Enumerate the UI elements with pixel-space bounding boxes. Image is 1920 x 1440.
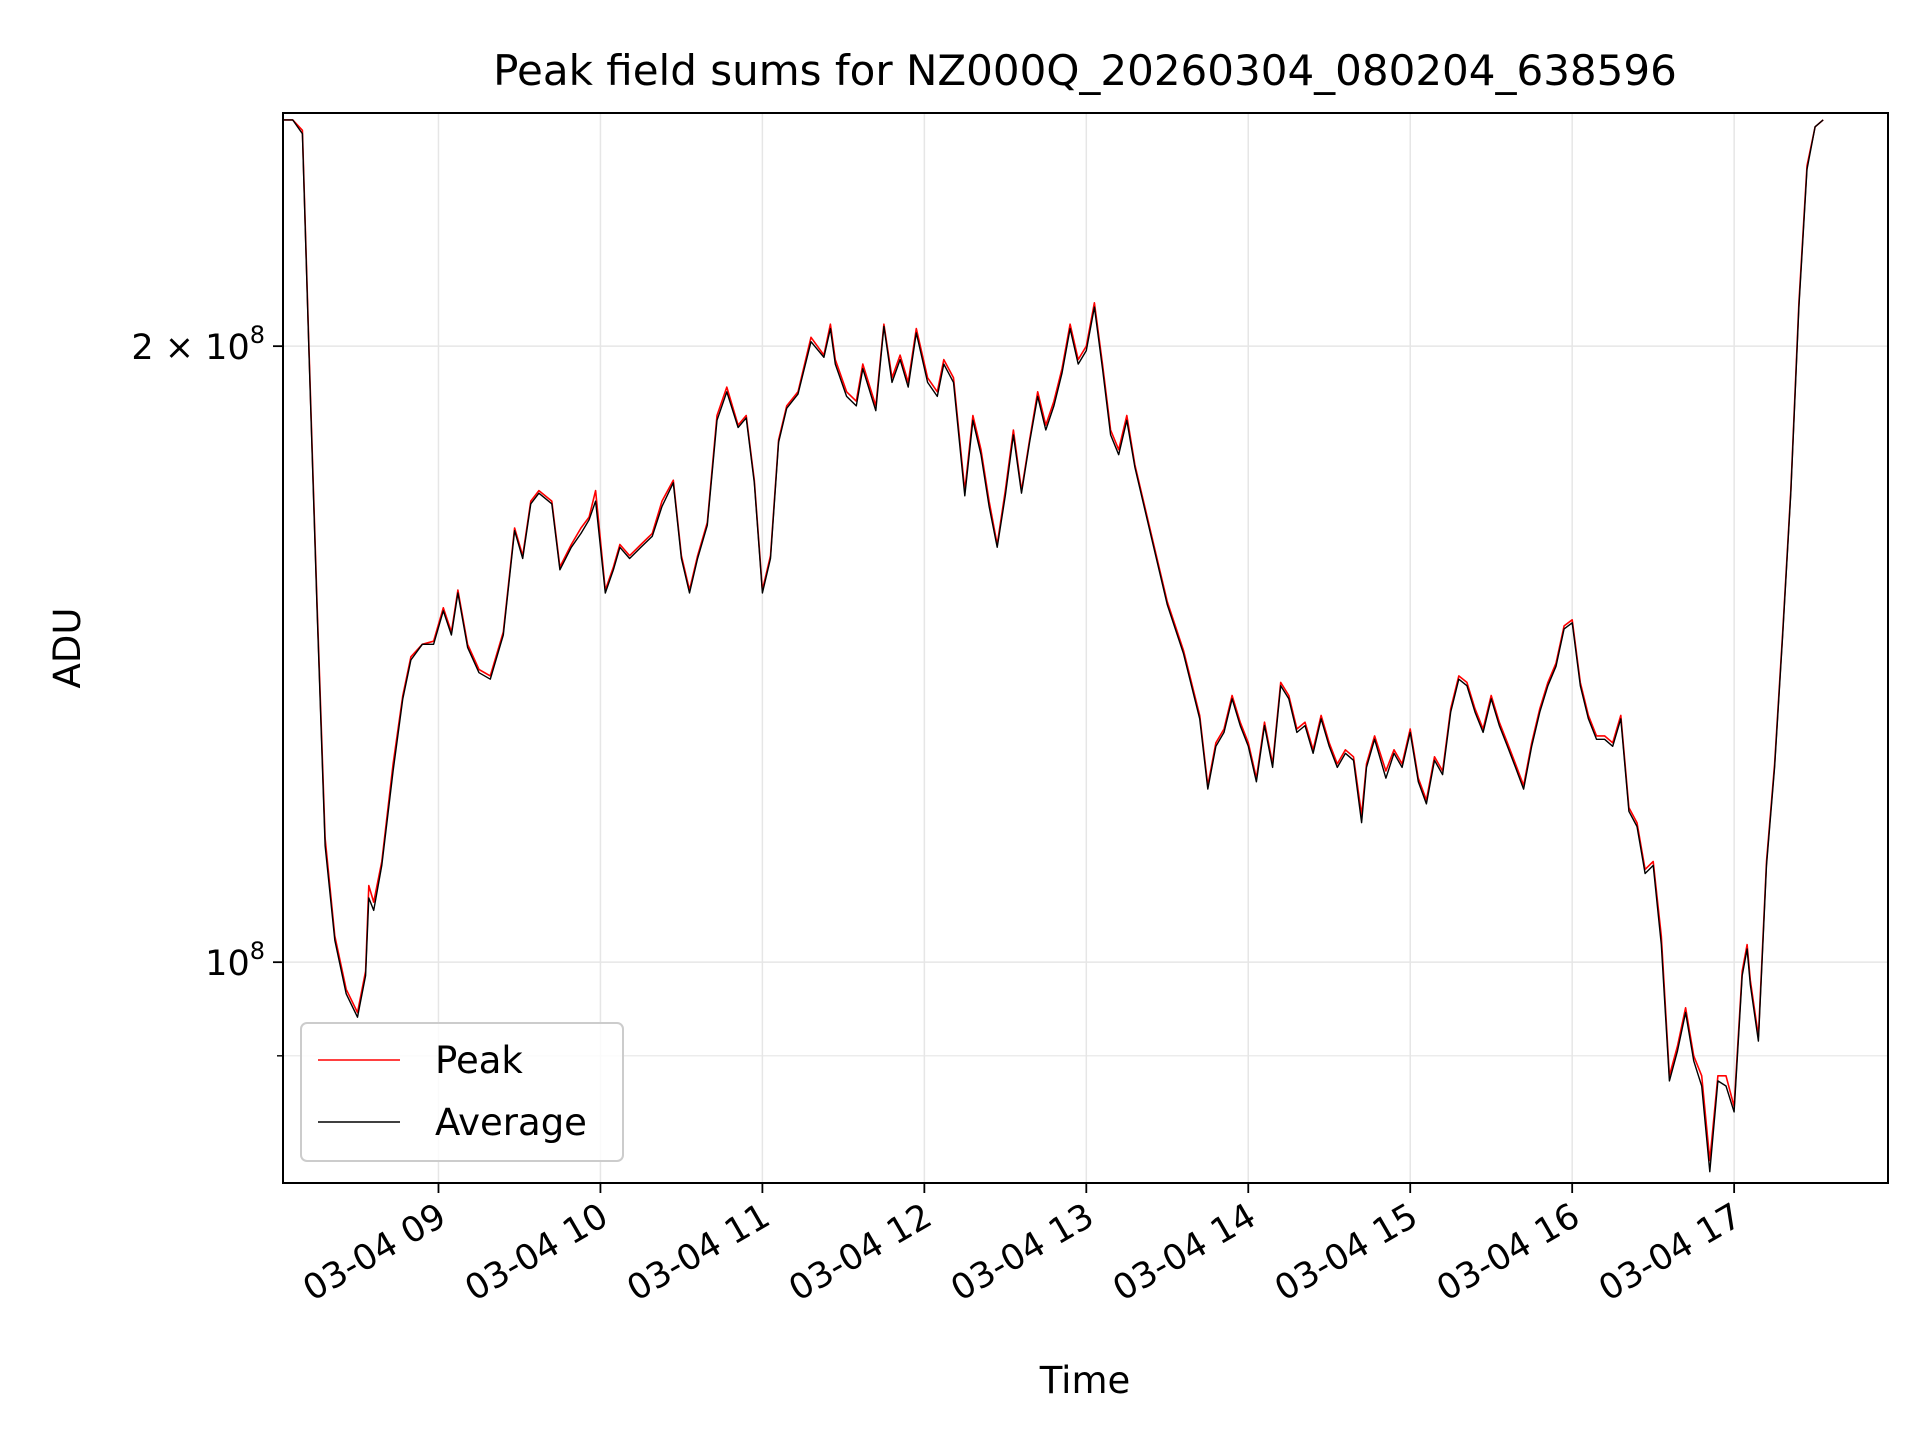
y-tick-label-exponent: 8 [250,321,265,349]
y-tick-label: 2 × 108 [131,321,265,368]
y-axis-label: ADU [46,608,89,689]
series-line-average [283,119,1824,1173]
chart-title: Peak field sums for NZ000Q_20260304_0802… [493,46,1677,95]
y-tick-label-base: 2 × 10 [131,328,249,368]
legend: Peak Average [300,1022,624,1162]
x-axis-label: Time [1039,1359,1131,1402]
y-tick-label: 108 [205,937,265,984]
y-tick-label-base: 10 [205,944,250,984]
y-tick-label-exponent: 8 [250,937,265,965]
legend-label-peak: Peak [435,1039,523,1082]
series-lines [283,119,1824,1173]
legend-label-average: Average [435,1101,587,1144]
legend-box [300,1022,624,1162]
